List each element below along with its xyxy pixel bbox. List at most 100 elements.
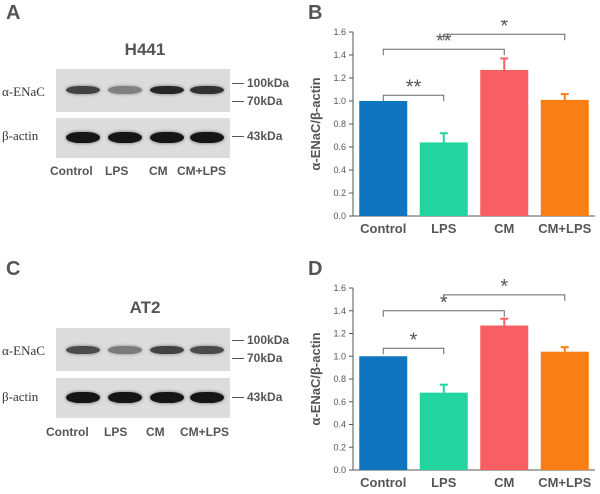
lane-label: CM <box>149 164 168 178</box>
significance-bracket <box>382 48 505 56</box>
marker-70kda: 70kDa <box>247 351 283 365</box>
bar <box>419 392 468 470</box>
actin-blot-strip <box>56 118 230 158</box>
lane-label: CM+LPS <box>177 164 227 178</box>
y-tick-label: 1.6 <box>333 283 346 293</box>
marker-tick <box>232 358 244 359</box>
actin-blot-strip <box>56 378 230 418</box>
significance-bracket <box>443 33 566 41</box>
blot-band <box>190 392 224 403</box>
bar <box>480 69 529 216</box>
x-tick-label: CM <box>494 475 514 490</box>
blot-band <box>108 86 142 94</box>
marker-tick <box>232 340 244 341</box>
blot-band <box>108 132 142 143</box>
y-axis-label: α-ENaC/β-actin <box>308 332 323 425</box>
bar <box>359 356 408 470</box>
blot-band <box>190 132 224 143</box>
y-tick-label: 0.4 <box>333 420 346 430</box>
marker-43kda: 43kDa <box>247 390 283 404</box>
marker-70kda: 70kDa <box>247 94 283 108</box>
y-tick-label: 0.4 <box>333 165 346 175</box>
y-tick-label: 1.4 <box>333 50 346 60</box>
enac-row-label: α-ENaC <box>2 84 45 99</box>
blot-band <box>66 86 100 94</box>
significance-label: * <box>440 292 448 314</box>
marker-tick <box>232 136 244 137</box>
enac-row-label: α-ENaC <box>2 343 45 358</box>
marker-100kda: 100kDa <box>247 333 290 347</box>
y-tick-label: 1.0 <box>333 351 346 361</box>
blot-band <box>150 346 184 354</box>
y-tick-label: 1.6 <box>333 27 346 37</box>
actin-row-label: β-actin <box>2 389 39 404</box>
bar <box>480 325 529 470</box>
x-tick-label: CM+LPS <box>538 475 591 490</box>
y-tick-label: 0.8 <box>333 119 346 129</box>
panel-letter-b: B <box>308 2 323 24</box>
lane-label: LPS <box>104 425 128 439</box>
blot-band <box>150 132 184 143</box>
marker-tick <box>232 83 244 84</box>
y-tick-label: 0.0 <box>333 465 346 475</box>
marker-43kda: 43kDa <box>247 129 283 143</box>
y-axis-label: α-ENaC/β-actin <box>308 77 323 170</box>
blot-band <box>66 346 100 354</box>
marker-tick <box>232 101 244 102</box>
enac-blot-strip <box>56 69 230 112</box>
bar-chart-at2: 0.0 0.2 0.4 0.6 0.8 1.0 1.2 1.4 1.6 α-ENaC/β-acti… <box>308 278 595 490</box>
significance-bracket <box>443 294 566 301</box>
y-tick-label: 0.6 <box>333 397 346 407</box>
x-tick-label: CM <box>494 221 514 236</box>
bar-chart-h441: 0.0 0.2 0.4 0.6 0.8 1.0 1.2 1.4 1.6 α-ENaC/β-acti… <box>308 20 595 236</box>
lane-label: Control <box>50 164 93 178</box>
marker-100kda: 100kDa <box>247 76 290 90</box>
bar <box>540 99 589 216</box>
y-tick-label: 0.0 <box>333 211 346 221</box>
enac-blot-strip <box>56 328 230 371</box>
lane-label: CM <box>146 425 165 439</box>
significance-bracket <box>382 94 445 102</box>
x-tick-label: Control <box>360 221 406 236</box>
marker-tick <box>232 397 244 398</box>
lane-label: Control <box>46 425 89 439</box>
blot-band <box>190 86 224 94</box>
x-tick-label: CM+LPS <box>538 221 591 236</box>
y-tick-label: 1.4 <box>333 306 346 316</box>
blot-band <box>66 392 100 403</box>
x-tick-label: Control <box>360 475 406 490</box>
significance-label: * <box>500 278 508 298</box>
y-tick-label: 0.6 <box>333 142 346 152</box>
y-tick-label: 0.8 <box>333 374 346 384</box>
panel-letter-c: C <box>6 258 21 280</box>
x-tick-label: LPS <box>431 475 457 490</box>
x-tick-label: LPS <box>431 221 457 236</box>
blot-title-at2: AT2 <box>129 298 161 317</box>
panel-letter-d: D <box>308 258 323 280</box>
actin-row-label: β-actin <box>2 128 39 143</box>
bar <box>359 101 408 216</box>
significance-label: ** <box>406 76 422 98</box>
bar <box>419 142 468 216</box>
significance-label: * <box>500 20 508 37</box>
bar <box>540 351 589 470</box>
significance-label: ** <box>436 30 452 52</box>
y-tick-label: 1.2 <box>333 73 346 83</box>
lane-label: LPS <box>105 164 129 178</box>
blot-band <box>66 132 100 143</box>
blot-band <box>108 392 142 403</box>
blot-band <box>190 346 224 354</box>
y-tick-label: 1.0 <box>333 96 346 106</box>
y-tick-label: 0.2 <box>333 442 346 452</box>
significance-label: * <box>410 329 418 351</box>
blot-band <box>150 392 184 403</box>
y-tick-label: 1.2 <box>333 329 346 339</box>
lane-label: CM+LPS <box>180 425 230 439</box>
blot-title-h441: H441 <box>124 40 166 59</box>
significance-bracket <box>382 347 445 355</box>
y-tick-label: 0.2 <box>333 188 346 198</box>
significance-bracket <box>382 310 505 317</box>
panel-letter-a: A <box>6 2 21 24</box>
blot-band <box>108 346 142 354</box>
blot-band <box>150 86 184 94</box>
